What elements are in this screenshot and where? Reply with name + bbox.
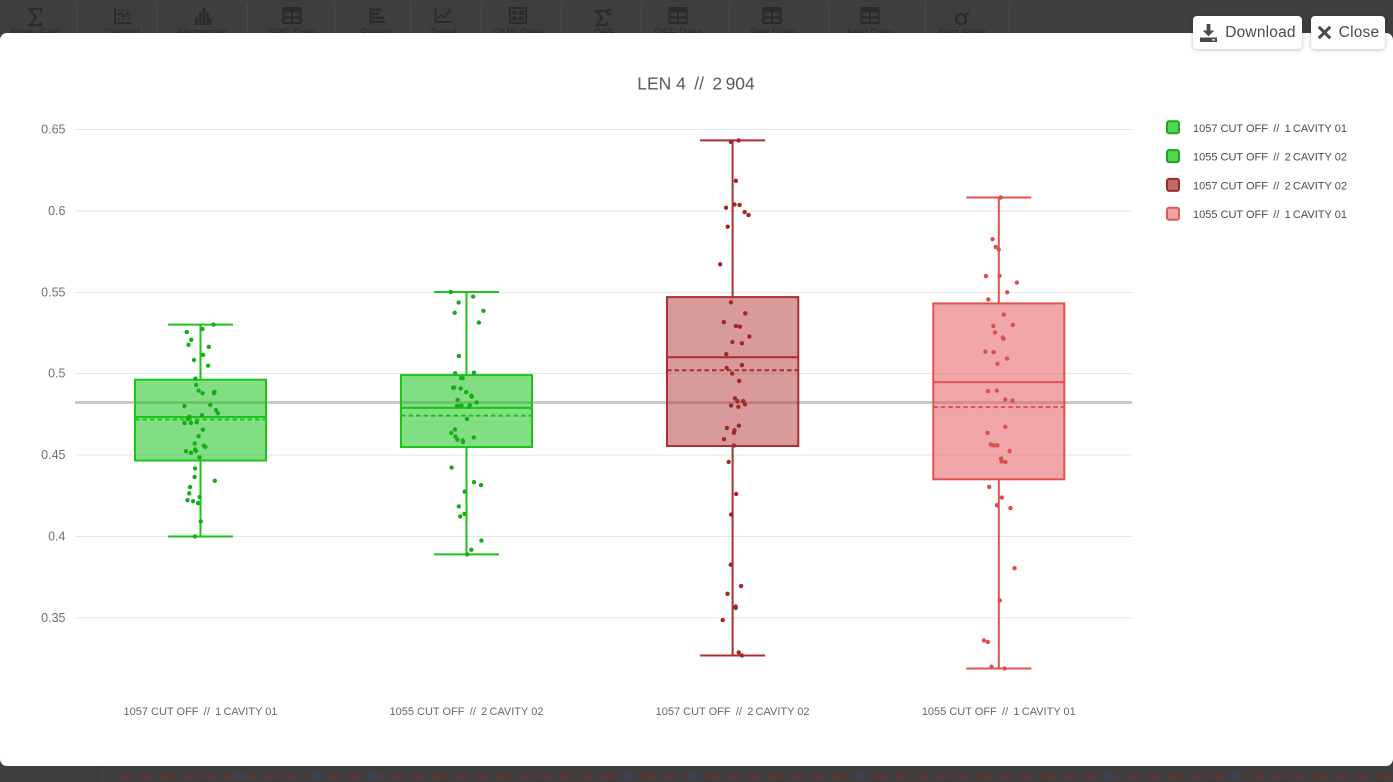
svg-text:1055 CUT OFF // 2 CAVITY 02: 1055 CUT OFF // 2 CAVITY 02 xyxy=(390,706,544,718)
svg-text:0.4: 0.4 xyxy=(48,530,65,544)
svg-text:1055 CUT OFF // 1 CAVITY 01: 1055 CUT OFF // 1 CAVITY 01 xyxy=(1193,209,1347,221)
svg-text:1057 CUT OFF // 1 CAVITY 01: 1057 CUT OFF // 1 CAVITY 01 xyxy=(1193,123,1347,135)
svg-text:0.55: 0.55 xyxy=(41,286,65,300)
svg-text:1055 CUT OFF // 2 CAVITY 02: 1055 CUT OFF // 2 CAVITY 02 xyxy=(1193,152,1347,164)
svg-text:0.45: 0.45 xyxy=(41,448,65,462)
svg-text:0.6: 0.6 xyxy=(48,204,65,218)
svg-text:0.35: 0.35 xyxy=(41,611,65,625)
svg-text:0.65: 0.65 xyxy=(41,123,65,137)
svg-text:1057 CUT OFF // 1 CAVITY 01: 1057 CUT OFF // 1 CAVITY 01 xyxy=(124,706,278,718)
svg-text:LEN 4 // 2 904: LEN 4 // 2 904 xyxy=(637,74,755,94)
svg-text:1057 CUT OFF // 2 CAVITY 02: 1057 CUT OFF // 2 CAVITY 02 xyxy=(1193,180,1347,192)
svg-text:1055 CUT OFF // 1 CAVITY 01: 1055 CUT OFF // 1 CAVITY 01 xyxy=(922,706,1076,718)
svg-text:1057 CUT OFF // 2 CAVITY 02: 1057 CUT OFF // 2 CAVITY 02 xyxy=(656,706,810,718)
svg-text:0.5: 0.5 xyxy=(48,367,65,381)
